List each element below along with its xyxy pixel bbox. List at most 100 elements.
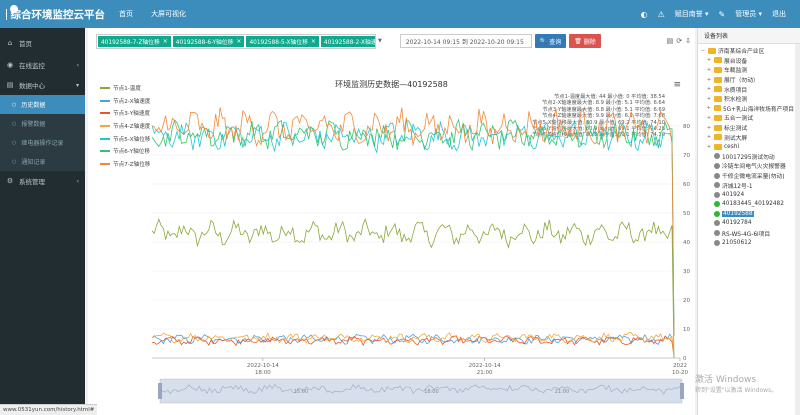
tree-device[interactable]: 40183445_40192482 xyxy=(700,200,794,210)
tree-expander-icon[interactable]: + xyxy=(706,134,712,141)
series-line[interactable] xyxy=(151,331,675,357)
tree-device[interactable]: 10017295测试勿动 xyxy=(700,152,794,162)
series-line[interactable] xyxy=(151,107,675,335)
folder-icon xyxy=(713,105,721,112)
zoom-slider-label: 15:00 xyxy=(294,389,308,395)
refresh-icon[interactable]: ⟳ xyxy=(676,37,683,45)
tree-node-label: 千修企微电流采量(勿动) xyxy=(722,174,785,181)
nav-dashboard[interactable]: 大屏可视化 xyxy=(151,10,186,18)
logout-link[interactable]: 退出 xyxy=(772,10,786,18)
tree-folder[interactable]: + 展厅（勿动） xyxy=(700,75,794,85)
sensor-tag[interactable]: 40192588-5-X轴位移 × xyxy=(246,35,319,47)
sidebar-item-4[interactable]: ○ 报警数据 xyxy=(0,114,85,133)
tree-folder[interactable]: +5G+乳山海洋牧场育产项目 xyxy=(700,104,794,114)
palette-icon[interactable]: ◐ xyxy=(640,9,648,19)
nav-home[interactable]: 首页 xyxy=(119,10,133,18)
tree-device[interactable]: 千修企微电流采量(勿动) xyxy=(700,171,794,181)
tree-device[interactable]: 401924 xyxy=(700,190,794,200)
tree-expander-icon[interactable]: + xyxy=(706,76,712,83)
tree-device[interactable]: 21050612 xyxy=(700,238,794,248)
sidebar-item-0[interactable]: ⌂ 首页 xyxy=(0,33,85,53)
tree-expander-icon[interactable]: − xyxy=(700,47,706,54)
device-status-icon xyxy=(714,230,720,237)
tree-expander-icon[interactable]: + xyxy=(706,95,712,102)
series-line[interactable] xyxy=(151,121,675,336)
zoom-slider-right-handle[interactable] xyxy=(680,383,684,399)
legend-item[interactable]: 节点3-Y轴速度 xyxy=(100,107,150,120)
sidebar-item-5[interactable]: ○ 继电器操作记录 xyxy=(0,133,85,152)
zoom-slider-window[interactable] xyxy=(160,379,682,403)
sensor-tag-label: 40192588-5-X轴位移 xyxy=(249,39,308,46)
tree-node-label: 40192784 xyxy=(722,220,752,227)
monitor-icon: ◉ xyxy=(6,61,14,69)
sidebar-item-1[interactable]: ◉ 在线监控 ‹ xyxy=(0,55,85,75)
tree-folder[interactable]: − 济南某综合产业区 xyxy=(700,46,794,56)
date-range-input[interactable]: 2022-10-14 09:15 到 2022-10-20 09:15 xyxy=(399,34,532,48)
download-icon[interactable]: ⇩ xyxy=(685,37,691,45)
legend-item[interactable]: 节点2-X轴速度 xyxy=(100,95,150,108)
bell-icon[interactable]: ⚠ xyxy=(657,9,665,19)
sidebar-item-6[interactable]: ○ 通知记录 xyxy=(0,152,85,171)
chart-plot[interactable]: 010203040506070802022-10-1418:002022-10-… xyxy=(88,52,695,415)
sensor-multiselect[interactable]: 40192588-7-Z轴位移 × 40192588-6-Y轴位移 × 40192588… xyxy=(96,33,376,49)
close-icon[interactable]: × xyxy=(310,37,316,45)
tree-expander-icon[interactable]: + xyxy=(706,57,712,64)
tree-folder[interactable]: + 积水检测 xyxy=(700,94,794,104)
tree-expander-icon[interactable]: + xyxy=(706,114,712,121)
tree-folder[interactable]: + 展台设备 xyxy=(700,56,794,66)
legend-item[interactable]: 节点4-Z轴速度 xyxy=(100,120,150,133)
sidebar-item-2[interactable]: ▤ 数据中心 ▾ xyxy=(0,75,85,95)
tree-folder[interactable]: + 标尘测试 xyxy=(700,123,794,133)
sensor-tag[interactable]: 40192588-7-Z轴位移 × xyxy=(98,35,171,47)
circle-icon: ○ xyxy=(12,158,17,165)
app-logo[interactable]: 综合环境监控云平台 xyxy=(0,4,105,22)
tree-folder[interactable]: + 水质项目 xyxy=(700,84,794,94)
close-icon[interactable]: × xyxy=(236,37,242,45)
chart-menu-icon[interactable]: ≡ xyxy=(673,80,681,90)
tree-folder[interactable]: + ceshi xyxy=(700,142,794,152)
user-menu[interactable]: 管理员 ▾ xyxy=(735,10,762,18)
tree-expander-icon[interactable]: + xyxy=(706,66,712,73)
series-line[interactable] xyxy=(151,335,675,357)
sensor-tag[interactable]: 40192588-2-X轴速度× xyxy=(320,35,375,47)
series-line[interactable] xyxy=(151,118,675,336)
tree-node-label: 水质项目 xyxy=(724,87,748,94)
close-icon[interactable]: × xyxy=(162,37,168,45)
series-line[interactable] xyxy=(151,218,675,359)
tree-device[interactable]: 40192784 xyxy=(700,219,794,229)
tools-icon[interactable]: ✎ xyxy=(718,9,726,19)
device-panel-scrollbar[interactable] xyxy=(795,44,800,415)
zoom-slider-track[interactable] xyxy=(159,378,683,404)
sidebar-item-3[interactable]: ○ 历史数据 xyxy=(0,95,85,114)
legend-item[interactable]: 节点6-Y轴位移 xyxy=(100,145,150,158)
tree-node-label: 21050612 xyxy=(722,239,752,246)
legend-item[interactable]: 节点7-Z轴位移 xyxy=(100,158,150,171)
tree-device[interactable]: 济城12号-1 xyxy=(700,180,794,190)
delete-button[interactable]: 🗑 删除 xyxy=(569,34,601,48)
tree-expander-icon[interactable]: + xyxy=(706,105,711,112)
watermark-line2: 转到"设置"以激活 Windows。 xyxy=(695,387,778,394)
tree-device[interactable]: RS-WS-4G-6l项目 xyxy=(700,228,794,238)
legend-item[interactable]: 节点1-温度 xyxy=(100,82,150,95)
tree-folder[interactable]: + 测试大屏 xyxy=(700,132,794,142)
chevron-down-icon[interactable]: ▼ xyxy=(378,38,382,44)
tree-device[interactable]: 40192588 xyxy=(700,209,794,219)
tree-node-label: 5G+乳山海洋牧场育产项目 xyxy=(722,106,794,113)
tree-device[interactable]: 冷链车间电气火灾报警器 xyxy=(700,161,794,171)
tree-expander-icon[interactable]: + xyxy=(706,124,712,131)
org-selector[interactable]: 赋目南誉 ▾ xyxy=(674,10,709,18)
sidebar-item-7[interactable]: ⚙ 系统管理 ‹ xyxy=(0,171,85,191)
legend-swatch xyxy=(100,137,110,140)
legend-item[interactable]: 节点5-X轴位移 xyxy=(100,132,150,145)
tree-node-label: 车载监测 xyxy=(724,68,748,75)
zoom-slider-left-handle[interactable] xyxy=(158,383,162,399)
x-tick-date: 2022 xyxy=(673,363,687,369)
query-button[interactable]: 🔍 查询 xyxy=(534,34,567,48)
database-icon: ▤ xyxy=(6,81,14,89)
sensor-tag[interactable]: 40192588-6-Y轴位移 × xyxy=(172,35,245,47)
tree-folder[interactable]: + 五合一测试 xyxy=(700,113,794,123)
tree-expander-icon[interactable]: + xyxy=(706,86,712,93)
export-icon[interactable]: ▤ xyxy=(666,37,674,45)
tree-expander-icon[interactable]: + xyxy=(706,143,712,150)
tree-folder[interactable]: + 车载监测 xyxy=(700,65,794,75)
